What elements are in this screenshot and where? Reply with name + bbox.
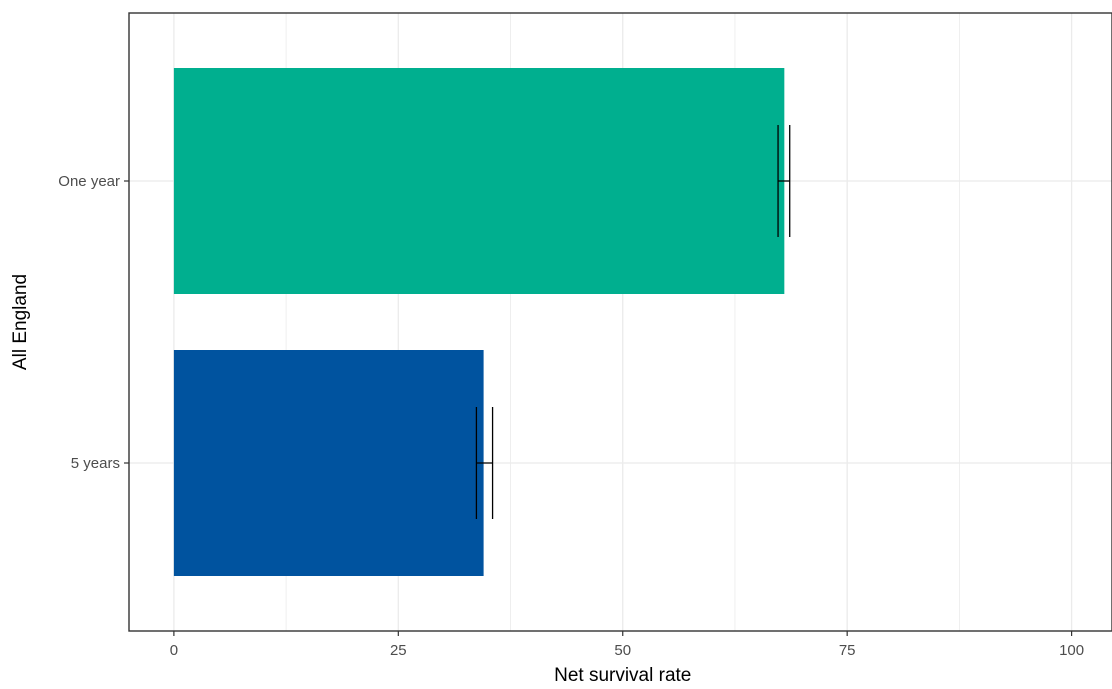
axis-layer: 0 25 50 75 100 One year 5 years bbox=[58, 173, 1084, 659]
y-tick-label: 5 years bbox=[71, 455, 120, 472]
error-bars-layer bbox=[475, 125, 791, 519]
bar-5-years bbox=[173, 350, 484, 576]
bar-one-year bbox=[173, 68, 785, 294]
x-axis-title: Net survival rate bbox=[554, 665, 691, 686]
x-tick-label: 0 bbox=[170, 642, 178, 659]
x-tick-label: 50 bbox=[614, 642, 631, 659]
y-axis-title: All England bbox=[10, 274, 31, 370]
x-tick-label: 100 bbox=[1059, 642, 1084, 659]
x-tick-label: 25 bbox=[390, 642, 407, 659]
x-tick-label: 75 bbox=[839, 642, 856, 659]
bars-layer bbox=[173, 68, 785, 576]
panel-border bbox=[128, 12, 1112, 632]
y-tick-label: One year bbox=[58, 173, 120, 190]
